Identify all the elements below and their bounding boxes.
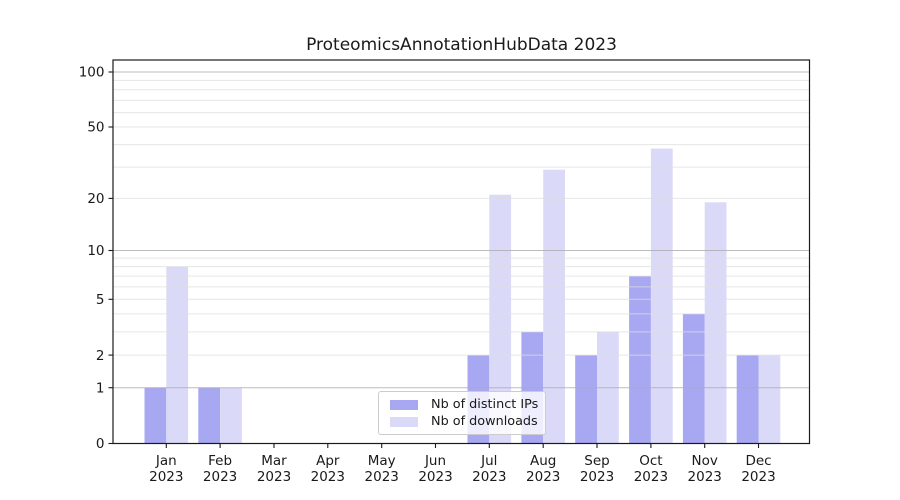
- x-tick-label-year: 2023: [580, 469, 614, 485]
- x-tick-label-year: 2023: [311, 469, 345, 485]
- bar-downloads-oct: [650, 148, 673, 444]
- bar-downloads-nov: [704, 202, 727, 444]
- x-tick-label-month: Sep: [584, 453, 609, 469]
- x-tick-label-year: 2023: [257, 469, 291, 485]
- bar-downloads-feb: [220, 387, 242, 444]
- bar-distinct-ips-nov: [682, 313, 705, 444]
- bar-distinct-ips-sep: [575, 355, 597, 444]
- x-tick-label-month: Jul: [480, 453, 497, 469]
- x-tick-label-month: Dec: [745, 453, 771, 469]
- x-axis: Jan2023Feb2023Mar2023Apr2023May2023Jun20…: [149, 443, 776, 485]
- x-tick-label-month: Aug: [530, 453, 556, 469]
- x-tick-label-month: Jan: [155, 453, 177, 469]
- gridlines: [113, 71, 810, 389]
- bar-distinct-ips-jan: [144, 387, 167, 444]
- y-tick-label: 0: [96, 436, 105, 452]
- x-tick-label-month: Apr: [316, 453, 340, 469]
- legend-row: Nb of downloads: [385, 414, 539, 429]
- bar-distinct-ips-feb: [198, 387, 221, 444]
- y-tick-label: 2: [96, 348, 105, 364]
- y-tick-label: 20: [87, 191, 104, 207]
- y-tick-label: 1: [96, 380, 105, 396]
- x-tick-label-month: Jun: [424, 453, 446, 469]
- x-tick-label-year: 2023: [526, 469, 560, 485]
- bar-downloads-jul: [489, 194, 512, 444]
- legend-label: Nb of distinct IPs: [431, 397, 539, 412]
- x-tick-label-year: 2023: [688, 469, 722, 485]
- legend-swatch-downloads: [390, 416, 418, 427]
- x-tick-label-year: 2023: [418, 469, 452, 485]
- y-axis: 0 1 2 5 10 20 50 100: [79, 65, 113, 452]
- x-tick-label-month: Nov: [692, 453, 718, 469]
- bar-downloads-aug: [543, 169, 565, 444]
- x-tick-label-month: Feb: [208, 453, 232, 469]
- bar-downloads-dec: [758, 355, 781, 444]
- legend-swatch-distinct-ips: [390, 399, 418, 410]
- x-tick-label-year: 2023: [472, 469, 506, 485]
- legend: Nb of distinct IPs Nb of downloads: [378, 391, 546, 435]
- x-tick-label-year: 2023: [203, 469, 237, 485]
- x-tick-label-year: 2023: [741, 469, 775, 485]
- x-tick-label-year: 2023: [149, 469, 183, 485]
- x-tick-label-year: 2023: [634, 469, 668, 485]
- x-tick-label-month: May: [368, 453, 396, 469]
- legend-label: Nb of downloads: [431, 414, 538, 429]
- axes-spines: [112, 59, 811, 445]
- bar-distinct-ips-oct: [629, 276, 651, 444]
- y-tick-label: 5: [96, 292, 105, 308]
- x-tick-label-year: 2023: [365, 469, 399, 485]
- y-tick-label: 100: [79, 65, 105, 81]
- chart-title: ProteomicsAnnotationHubData 2023: [306, 35, 617, 55]
- legend-row: Nb of distinct IPs: [385, 397, 539, 412]
- y-tick-label: 50: [87, 120, 104, 136]
- bar-distinct-ips-dec: [736, 355, 759, 444]
- x-tick-label-month: Oct: [639, 453, 662, 469]
- y-tick-label: 10: [87, 243, 104, 259]
- x-tick-label-month: Mar: [261, 453, 287, 469]
